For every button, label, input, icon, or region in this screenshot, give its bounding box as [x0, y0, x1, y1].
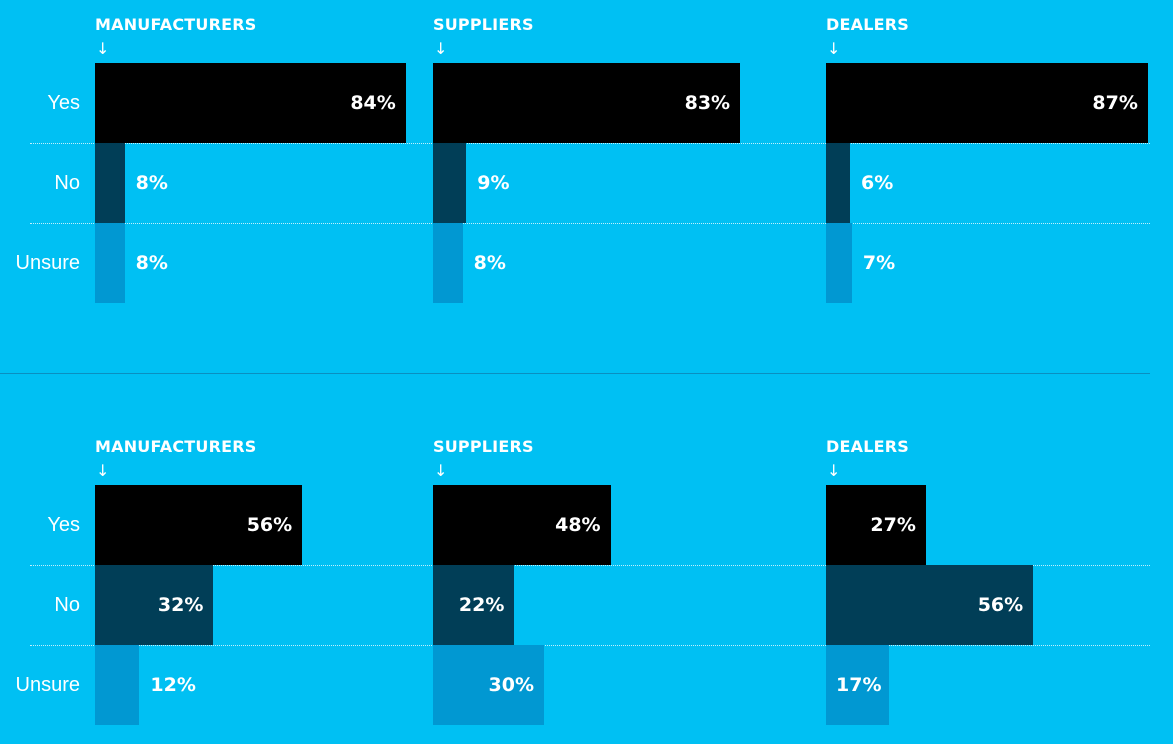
row-separator	[30, 645, 1150, 646]
group-title-dealers: DEALERS	[826, 15, 909, 34]
bar-yes	[433, 485, 611, 565]
bar-yes	[826, 485, 926, 565]
bar-value-label: 12%	[150, 674, 196, 696]
bar-value-label: 8%	[135, 252, 168, 274]
row-separator	[30, 143, 1150, 144]
bar-no	[433, 143, 467, 223]
bar-unsure	[826, 223, 852, 303]
bar-unsure	[95, 223, 125, 303]
bar-value-label: 7%	[862, 252, 896, 274]
bar-yes	[95, 485, 303, 565]
group-title-manufacturers: MANUFACTURERS	[95, 437, 257, 456]
bar-value-label: 17%	[836, 674, 882, 696]
category-label-unsure: Unsure	[15, 674, 80, 696]
bar-yes	[826, 63, 1148, 143]
section-divider	[0, 373, 1150, 374]
bar-yes	[95, 63, 406, 143]
bar-unsure	[433, 645, 544, 725]
bar-value-label: 32%	[157, 594, 204, 616]
bar-value-label: 87%	[1092, 92, 1138, 114]
down-arrow-icon: ↓	[827, 39, 841, 58]
bar-value-label: 56%	[977, 594, 1024, 616]
bar-unsure	[95, 645, 140, 725]
group-title-manufacturers: MANUFACTURERS	[95, 15, 257, 34]
bar-no	[95, 143, 125, 223]
category-label-yes: Yes	[47, 514, 80, 536]
down-arrow-icon: ↓	[96, 39, 110, 58]
bar-value-label: 48%	[555, 514, 601, 536]
bar-no	[433, 565, 515, 645]
category-label-yes: Yes	[47, 92, 80, 114]
bar-value-label: 30%	[488, 674, 534, 696]
bar-value-label: 6%	[861, 172, 894, 194]
bar-yes	[433, 63, 741, 143]
bar-unsure	[433, 223, 463, 303]
row-separator	[30, 223, 1150, 224]
bar-value-label: 9%	[477, 172, 510, 194]
bar-value-label: 22%	[458, 594, 505, 616]
bar-value-label: 27%	[870, 514, 916, 536]
group-title-suppliers: SUPPLIERS	[433, 437, 534, 456]
down-arrow-icon: ↓	[96, 461, 110, 480]
bar-no	[826, 565, 1034, 645]
category-label-unsure: Unsure	[15, 252, 80, 274]
down-arrow-icon: ↓	[434, 461, 448, 480]
bar-value-label: 8%	[135, 172, 168, 194]
bar-no	[95, 565, 214, 645]
bar-value-label: 83%	[684, 92, 731, 114]
bar-value-label: 84%	[350, 92, 396, 114]
category-label-no: No	[54, 594, 80, 616]
row-separator	[30, 565, 1150, 566]
group-title-suppliers: SUPPLIERS	[433, 15, 534, 34]
bar-value-label: 56%	[246, 514, 293, 536]
bar-value-label: 8%	[473, 252, 506, 274]
group-title-dealers: DEALERS	[826, 437, 909, 456]
category-label-no: No	[54, 172, 80, 194]
bar-unsure	[826, 645, 889, 725]
down-arrow-icon: ↓	[434, 39, 448, 58]
bar-no	[826, 143, 850, 223]
down-arrow-icon: ↓	[827, 461, 841, 480]
